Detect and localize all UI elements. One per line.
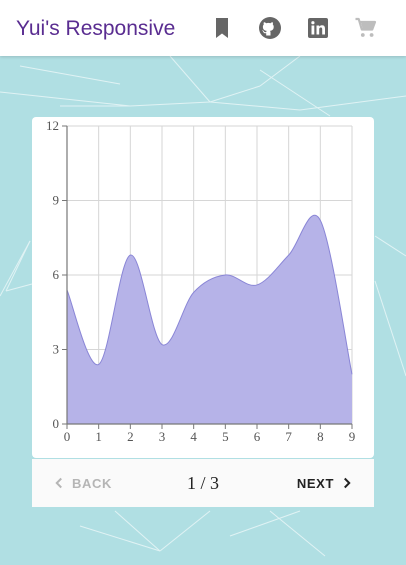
x-tick-label: 7 bbox=[285, 429, 292, 444]
step-counter: 1 / 3 bbox=[32, 471, 374, 495]
next-button[interactable]: NEXT bbox=[297, 471, 356, 495]
bookmark-icon[interactable] bbox=[210, 16, 234, 40]
y-tick-label: 6 bbox=[53, 267, 60, 282]
app-bar: Yui's Responsive bbox=[0, 0, 406, 56]
x-tick-label: 9 bbox=[349, 429, 356, 444]
y-tick-label: 9 bbox=[53, 193, 60, 208]
x-tick-label: 5 bbox=[222, 429, 229, 444]
chart-card: 0 1 2 3 4 5 6 7 8 9 0 3 6 9 12 bbox=[32, 117, 374, 458]
mobile-stepper: BACK 1 / 3 NEXT bbox=[32, 459, 374, 507]
area-fill bbox=[67, 215, 352, 424]
chevron-left-icon bbox=[55, 477, 62, 489]
x-tick-label: 6 bbox=[254, 429, 261, 444]
x-tick-label: 4 bbox=[190, 429, 197, 444]
y-tick-label: 12 bbox=[46, 118, 59, 133]
area-line bbox=[66, 214, 353, 375]
x-tick-label: 3 bbox=[159, 429, 166, 444]
step-total: 3 bbox=[210, 473, 219, 493]
next-button-label: NEXT bbox=[296, 475, 334, 491]
y-tick-label: 3 bbox=[53, 342, 60, 357]
chevron-right-icon bbox=[344, 477, 351, 489]
step-current: 1 bbox=[186, 473, 196, 493]
x-tick-label: 0 bbox=[64, 429, 71, 444]
back-button-label: BACK bbox=[72, 475, 112, 491]
x-tick-label: 8 bbox=[317, 429, 324, 444]
linkedin-icon[interactable] bbox=[306, 16, 330, 40]
x-tick-label: 2 bbox=[127, 429, 134, 444]
back-button[interactable]: BACK bbox=[50, 471, 112, 495]
y-tick-label: 0 bbox=[53, 416, 60, 431]
github-icon[interactable] bbox=[258, 16, 282, 40]
step-separator: / bbox=[200, 473, 206, 493]
background-decoration bbox=[0, 56, 406, 557]
x-tick-label: 1 bbox=[95, 429, 102, 444]
app-title[interactable]: Yui's Responsive bbox=[16, 17, 176, 40]
cart-icon[interactable] bbox=[354, 16, 378, 40]
